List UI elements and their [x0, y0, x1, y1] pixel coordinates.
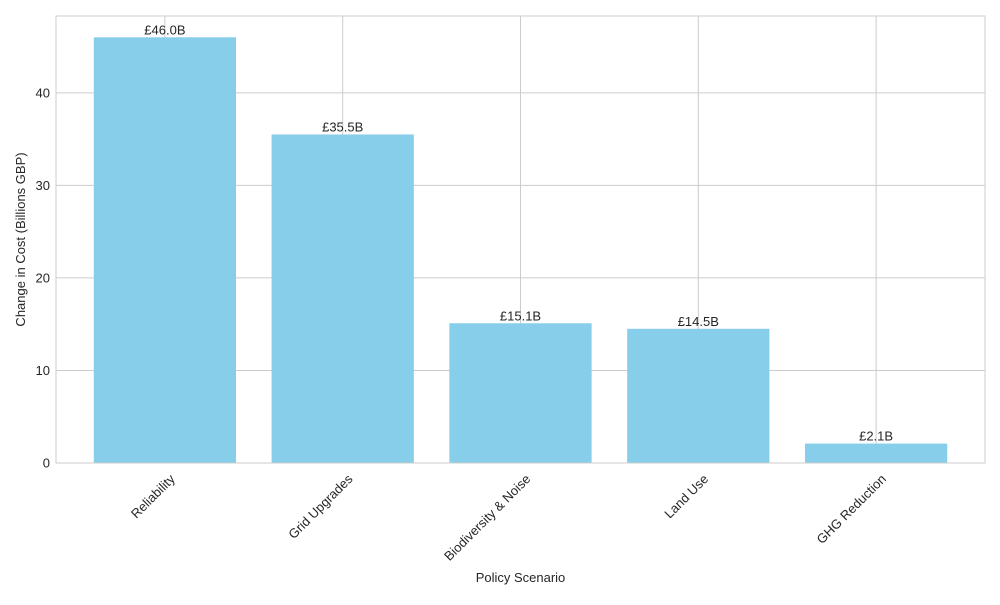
x-tick-label: GHG Reduction [814, 471, 889, 546]
data-label: £14.5B [678, 314, 719, 329]
y-tick-label: 0 [43, 456, 50, 471]
y-tick-label: 20 [36, 270, 50, 285]
x-tick-label: Biodiversity & Noise [441, 471, 533, 563]
bar-3 [627, 328, 770, 463]
x-tick-label: Reliability [128, 471, 178, 521]
data-label: £46.0B [144, 22, 185, 37]
y-axis-title: Change in Cost (Billions GBP) [13, 152, 28, 326]
bar-1 [271, 134, 414, 463]
y-tick-label: 10 [36, 363, 50, 378]
x-tick-label: Grid Upgrades [285, 471, 356, 542]
bar-0 [93, 37, 237, 464]
data-label: £2.1B [859, 429, 893, 444]
plot-frame [55, 15, 986, 464]
x-axis-title: Policy Scenario [476, 570, 566, 585]
bar-4 [804, 443, 948, 463]
data-label: £15.1B [500, 308, 541, 323]
bar-2 [449, 323, 592, 463]
data-label-layer: £46.0B £35.5B £15.1B £14.5B £2.1B [144, 22, 893, 443]
y-tick-label: 40 [36, 85, 50, 100]
data-label: £35.5B [322, 119, 363, 134]
x-tick-label: Land Use [661, 471, 711, 521]
y-tick-label: 30 [36, 178, 50, 193]
bar-layer [93, 37, 948, 464]
